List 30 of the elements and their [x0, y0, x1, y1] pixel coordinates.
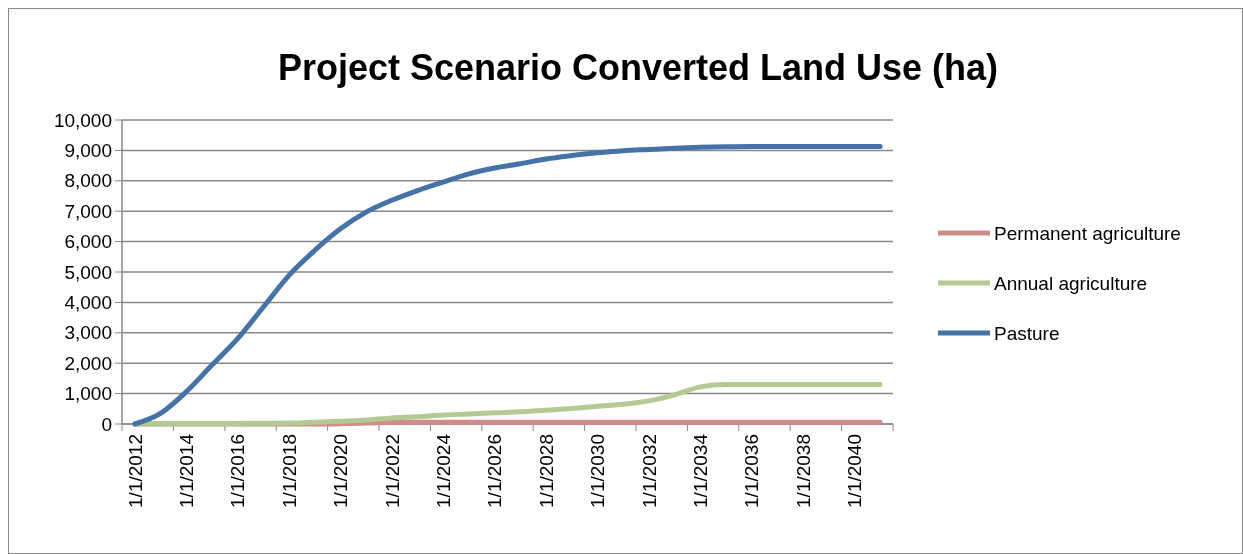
- y-tick-label: 10,000: [53, 109, 112, 131]
- y-tick-label: 8,000: [64, 170, 112, 192]
- x-tick-label: 1/1/2022: [381, 434, 403, 508]
- x-tick-label: 1/1/2016: [227, 434, 249, 508]
- legend-label: Permanent agriculture: [994, 222, 1181, 244]
- legend-label: Pasture: [994, 322, 1060, 344]
- x-tick-label: 1/1/2018: [278, 434, 300, 508]
- x-tick-label: 1/1/2012: [124, 434, 146, 508]
- y-tick-label: 0: [101, 413, 112, 435]
- y-tick-label: 7,000: [64, 200, 112, 222]
- y-tick-label: 9,000: [64, 140, 112, 162]
- x-tick-label: 1/1/2030: [587, 434, 609, 508]
- chart-title: Project Scenario Converted Land Use (ha): [277, 47, 999, 88]
- y-tick-label: 1,000: [64, 383, 112, 405]
- x-tick-label: 1/1/2014: [175, 433, 197, 508]
- y-tick-label: 5,000: [64, 261, 112, 283]
- y-tick-label: 2,000: [64, 352, 112, 374]
- x-tick-label: 1/1/2032: [638, 434, 660, 508]
- y-tick-label: 3,000: [64, 322, 112, 344]
- x-tick-label: 1/1/2040: [844, 434, 866, 508]
- legend-label: Annual agriculture: [994, 272, 1148, 294]
- x-tick-label: 1/1/2026: [484, 434, 506, 508]
- x-tick-label: 1/1/2038: [792, 434, 814, 508]
- x-tick-label: 1/1/2020: [330, 434, 352, 508]
- x-tick-label: 1/1/2024: [432, 433, 454, 508]
- x-tick-label: 1/1/2028: [535, 434, 557, 508]
- x-tick-label: 1/1/2036: [741, 434, 763, 508]
- x-tick-label: 1/1/2034: [689, 433, 711, 508]
- y-tick-label: 4,000: [64, 292, 112, 314]
- y-tick-label: 6,000: [64, 231, 112, 253]
